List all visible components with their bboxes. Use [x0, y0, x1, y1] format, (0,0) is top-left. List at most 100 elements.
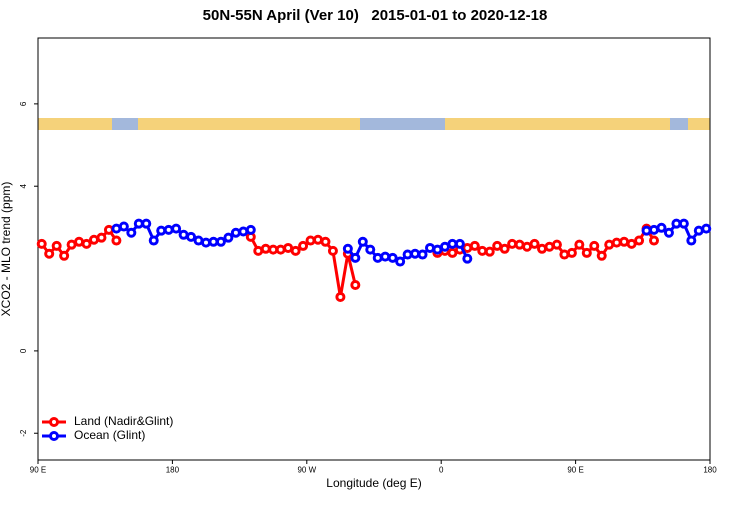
data-point: [380, 251, 391, 262]
y-tick-label: -2: [19, 429, 28, 437]
x-tick-label: 90 E: [30, 466, 46, 475]
data-point: [462, 242, 473, 253]
data-point: [111, 223, 122, 234]
data-point: [529, 238, 540, 249]
land-mask: [38, 118, 710, 130]
data-point: [357, 236, 368, 247]
data-point: [611, 237, 622, 248]
data-point: [313, 234, 323, 245]
data-point: [462, 253, 473, 264]
data-point: [395, 256, 406, 267]
land-band: [445, 118, 670, 130]
data-point: [484, 246, 495, 257]
data-point: [693, 225, 704, 236]
data-point: [260, 243, 271, 254]
data-point: [36, 238, 47, 249]
data-point: [111, 235, 122, 246]
data-point: [589, 240, 600, 251]
data-point: [596, 250, 607, 261]
data-point: [439, 241, 450, 252]
data-point: [454, 238, 465, 249]
data-point: [641, 225, 652, 236]
data-point: [551, 239, 562, 250]
data-point: [156, 225, 167, 236]
legend-marker: [49, 417, 59, 427]
data-point: [544, 241, 555, 252]
data-point: [223, 232, 234, 243]
y-tick-label: 6: [19, 101, 28, 106]
data-point: [133, 218, 144, 229]
data-point: [96, 232, 107, 243]
data-point: [44, 248, 55, 259]
land-band: [138, 118, 360, 130]
data-point: [290, 245, 301, 256]
data-point: [425, 242, 435, 253]
data-point: [372, 252, 383, 263]
data-point: [671, 218, 682, 229]
data-point: [447, 238, 458, 249]
data-point: [320, 236, 331, 247]
data-point: [327, 245, 338, 256]
data-point: [103, 224, 114, 235]
data-point: [477, 245, 488, 256]
data-point: [469, 240, 480, 251]
data-point: [74, 236, 85, 247]
data-point: [522, 241, 533, 252]
data-point: [163, 224, 174, 235]
data-point: [193, 235, 204, 246]
data-point: [604, 239, 615, 250]
data-point: [141, 218, 152, 229]
y-tick-label: 4: [19, 183, 28, 188]
x-tick-label: 90 E: [567, 466, 583, 475]
data-point: [686, 235, 697, 246]
data-point: [283, 242, 294, 253]
data-point: [387, 252, 398, 263]
data-point: [118, 221, 129, 232]
data-point: [178, 229, 189, 240]
data-point: [649, 235, 659, 246]
data-point: [581, 247, 592, 258]
data-point: [59, 250, 70, 261]
x-tick-label: 180: [166, 466, 180, 475]
data-point: [492, 240, 503, 251]
chart-title: 50N-55N April (Ver 10) 2015-01-01 to 202…: [203, 7, 548, 24]
data-point: [537, 243, 547, 254]
data-point: [663, 227, 674, 238]
data-point: [275, 244, 286, 255]
data-point: [350, 252, 361, 263]
data-point: [268, 244, 279, 255]
data-point: [335, 291, 346, 302]
data-point: [634, 235, 645, 246]
data-point: [81, 238, 92, 249]
data-point: [656, 222, 667, 233]
data-point: [66, 239, 77, 250]
data-point: [186, 231, 197, 242]
data-point: [350, 280, 361, 291]
data-point: [215, 236, 226, 247]
data-point: [148, 235, 159, 246]
data-point: [499, 243, 510, 254]
data-point: [701, 223, 712, 234]
data-point: [566, 247, 577, 258]
data-point: [245, 224, 256, 235]
data-point: [126, 227, 137, 238]
x-axis-label: Longitude (deg E): [326, 476, 421, 490]
data-point: [514, 239, 525, 250]
data-point: [208, 236, 219, 247]
data-point: [626, 238, 637, 249]
data-point: [230, 227, 241, 238]
data-point: [559, 249, 570, 260]
data-point: [298, 240, 309, 251]
x-tick-label: 90 W: [297, 466, 316, 475]
legend-marker: [49, 431, 59, 441]
data-point: [342, 243, 353, 254]
plot-frame: [37, 37, 711, 461]
x-tick-label: 180: [703, 466, 717, 475]
data-point: [51, 240, 62, 251]
data-point: [432, 244, 443, 255]
data-point: [171, 223, 182, 234]
data-point: [201, 237, 211, 248]
data-point: [410, 248, 421, 259]
data-point: [447, 247, 458, 258]
